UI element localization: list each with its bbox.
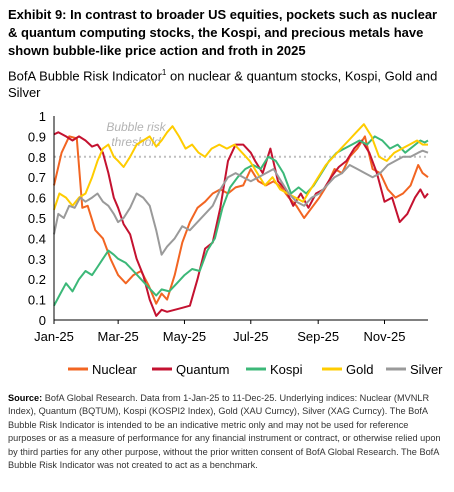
series-line-silver [53, 149, 429, 256]
legend-item-silver: Silver [386, 362, 443, 377]
source-text: BofA Global Research. Data from 1-Jan-25… [8, 393, 441, 471]
y-tick-label: 0.6 [28, 191, 46, 206]
legend-item-quantum: Quantum [152, 362, 229, 377]
series-line-gold [53, 123, 428, 211]
series-line-kospi [53, 135, 429, 307]
y-tick-label: 0.4 [28, 231, 46, 246]
y-tick-label: 0.8 [28, 150, 46, 165]
threshold-label-line2: threshold [111, 135, 161, 149]
legend-label: Silver [410, 362, 443, 377]
legend-label: Quantum [176, 362, 229, 377]
subtitle-footnote-marker: 1 [161, 68, 167, 77]
x-tick-label: Jul-25 [233, 329, 268, 344]
axis-layer: 0 0.1 0.2 0.3 0.4 0.5 0.6 0.7 0.8 0.9 1 Jan-25 Mar-2… [28, 109, 428, 344]
y-tick-label: 0.3 [28, 252, 46, 267]
source-label: Source: [8, 393, 43, 403]
chart-subtitle: BofA Bubble Risk Indicator1 on nuclear &… [8, 64, 448, 101]
x-tick-label: Mar-25 [98, 329, 139, 344]
source-note: Source: BofA Global Research. Data from … [8, 392, 448, 472]
x-tick-label: Jan-25 [34, 329, 74, 344]
legend-label: Nuclear [92, 362, 137, 377]
legend-label: Gold [346, 362, 373, 377]
x-tick-label: Nov-25 [364, 329, 406, 344]
y-tick-label: 0.2 [28, 272, 46, 287]
subtitle-main: BofA Bubble Risk Indicator [8, 68, 162, 84]
legend: Nuclear Quantum Kospi Gold Silver [68, 362, 443, 377]
y-tick-label: 0 [39, 313, 46, 328]
series-layer [53, 123, 429, 317]
series-line-quantum [53, 131, 429, 317]
y-tick-label: 0.7 [28, 170, 46, 185]
y-tick-label: 0.5 [28, 211, 46, 226]
chart-title: Exhibit 9: In contrast to broader US equ… [8, 7, 438, 58]
y-tick-label: 0.9 [28, 129, 46, 144]
subtitle-rest: on nuclear & quantum stocks, Kospi, Gold… [8, 68, 438, 101]
legend-item-gold: Gold [322, 362, 373, 377]
legend-label: Kospi [270, 362, 303, 377]
legend-item-nuclear: Nuclear [68, 362, 137, 377]
y-tick-label: 0.1 [28, 293, 46, 308]
x-tick-label: Sep-25 [297, 329, 339, 344]
legend-item-kospi: Kospi [246, 362, 303, 377]
threshold-label-line1: Bubble risk [106, 120, 166, 134]
x-tick-label: May-25 [163, 329, 206, 344]
y-tick-label: 1 [39, 109, 46, 124]
